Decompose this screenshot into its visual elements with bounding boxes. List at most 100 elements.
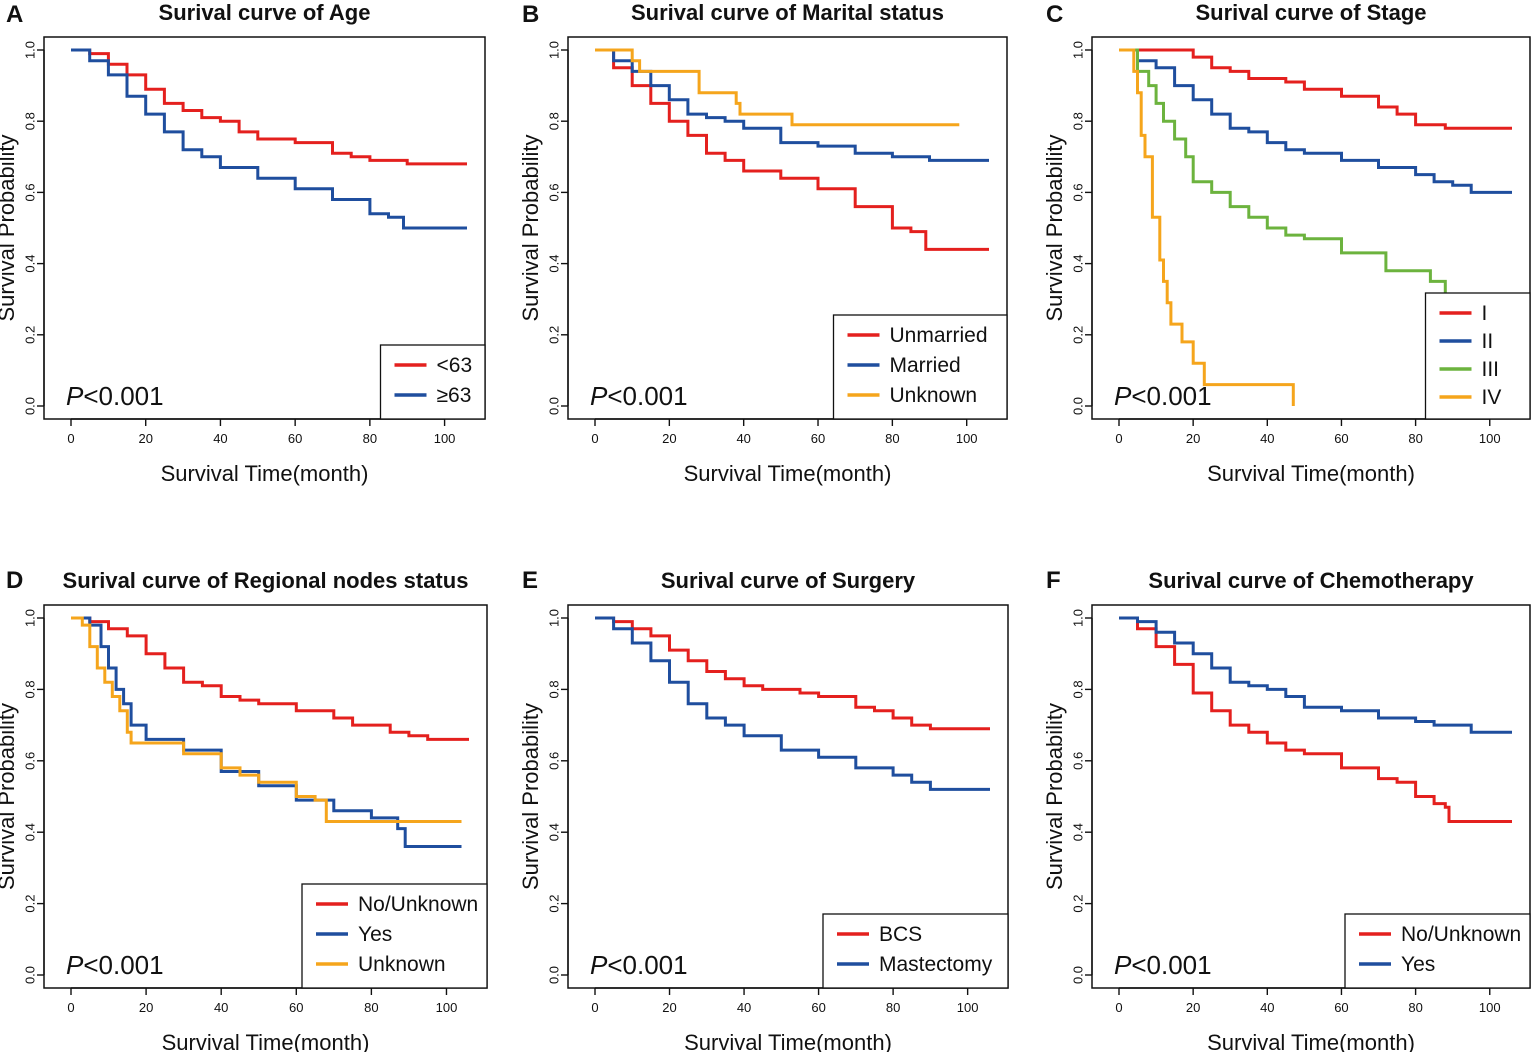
y-tick-label: 0.2 (546, 326, 561, 344)
x-tick-label: 60 (289, 1000, 303, 1015)
panel-letter: D (6, 567, 23, 594)
x-tick-label: 100 (1479, 1000, 1501, 1015)
p-value-label: P<0.001 (590, 381, 688, 411)
panel-d: D Surival curve of Regional nodes status 0… (0, 567, 488, 1052)
legend-label: II (1482, 330, 1494, 353)
legend-label: Unknown (890, 384, 978, 407)
legend-label: Yes (358, 923, 392, 946)
x-tick-label: 60 (811, 1000, 825, 1015)
x-tick-label: 40 (1260, 431, 1274, 446)
x-axis-title: Survival Time(month) (161, 461, 369, 486)
legend-box (379, 344, 486, 420)
y-tick-label: 0.8 (1070, 680, 1085, 698)
x-tick-label: 40 (736, 431, 750, 446)
panel-c: C Surival curve of Stage 0 20 40 60 80 100 0.0 0.… (1042, 0, 1531, 486)
y-tick-label: 1.0 (22, 609, 37, 627)
panel-letter: F (1046, 567, 1061, 594)
x-tick-label: 0 (67, 431, 74, 446)
y-tick-label: 0.4 (1070, 255, 1085, 273)
p-value-label: P<0.001 (590, 950, 688, 980)
panel-a: A Surival curve of Age 0 20 40 60 80 100 0.0 0.2 0… (0, 0, 486, 486)
y-axis-title: Survival Probability (1042, 703, 1067, 890)
x-tick-label: 40 (213, 431, 227, 446)
y-tick-label: 0.0 (22, 397, 37, 415)
y-tick-label: 0.8 (1070, 112, 1085, 130)
chart-title: Surival curve of Surgery (661, 568, 916, 593)
x-tick-label: 80 (364, 1000, 378, 1015)
y-tick-label: 0.6 (22, 752, 37, 770)
x-tick-label: 60 (1334, 1000, 1348, 1015)
y-tick-label: 0.8 (22, 680, 37, 698)
chart-title: Surival curve of Age (159, 0, 371, 25)
x-axis-title: Survival Time(month) (1207, 461, 1415, 486)
x-tick-label: 80 (1408, 431, 1422, 446)
x-tick-label: 60 (1334, 431, 1348, 446)
legend-label: Unknown (358, 953, 446, 976)
x-tick-label: 20 (1186, 1000, 1200, 1015)
x-axis-title: Survival Time(month) (684, 461, 892, 486)
x-tick-label: 20 (662, 1000, 676, 1015)
x-tick-label: 60 (288, 431, 302, 446)
y-tick-label: 0.2 (546, 895, 561, 913)
legend-label: I (1482, 302, 1488, 325)
chart-title: Surival curve of Regional nodes status (63, 568, 469, 593)
p-value-label: P<0.001 (66, 950, 164, 980)
p-value-text: <0.001 (1131, 381, 1211, 411)
y-tick-label: 0.0 (546, 966, 561, 984)
x-tick-label: 20 (662, 431, 676, 446)
p-value-text: <0.001 (607, 381, 687, 411)
x-tick-label: 0 (1115, 1000, 1122, 1015)
y-tick-label: 0.4 (22, 823, 37, 841)
x-tick-label: 80 (885, 431, 899, 446)
y-tick-label: 0.8 (22, 112, 37, 130)
x-tick-label: 20 (138, 431, 152, 446)
legend-box (822, 913, 1009, 989)
panel-letter: C (1046, 1, 1063, 28)
y-tick-label: 0.4 (546, 823, 561, 841)
y-axis-title: Survival Probability (0, 703, 19, 890)
panel-e: E Surival curve of Surgery 0 20 40 60 80 100 0.0… (518, 567, 1009, 1052)
x-tick-label: 60 (811, 431, 825, 446)
panel-letter: E (522, 567, 538, 594)
y-tick-label: 0.4 (22, 255, 37, 273)
chart-title: Surival curve of Marital status (631, 0, 944, 25)
y-tick-label: 0.8 (546, 112, 561, 130)
p-value-label: P<0.001 (1114, 381, 1212, 411)
p-value-symbol: P (1114, 381, 1132, 411)
y-tick-label: 0.6 (546, 752, 561, 770)
y-tick-label: 0.6 (1070, 752, 1085, 770)
x-axis-title: Survival Time(month) (684, 1030, 892, 1052)
x-tick-label: 100 (957, 1000, 979, 1015)
p-value-text: <0.001 (607, 950, 687, 980)
chart-title: Surival curve of Chemotherapy (1148, 568, 1474, 593)
x-tick-label: 80 (1408, 1000, 1422, 1015)
y-tick-label: 0.6 (546, 183, 561, 201)
p-value-symbol: P (66, 381, 84, 411)
p-value-text: <0.001 (83, 381, 163, 411)
y-tick-label: 0.2 (1070, 895, 1085, 913)
survival-curve-no-unknown (71, 616, 469, 741)
panel-letter: B (522, 1, 539, 28)
legend: Unmarried Married Unknown (832, 314, 1008, 420)
y-tick-label: 0.8 (546, 680, 561, 698)
legend: No/Unknown Yes (1344, 913, 1531, 989)
legend-label: No/Unknown (1401, 923, 1521, 946)
legend-label: ≥63 (437, 384, 472, 407)
survival-curve-yes (1119, 616, 1512, 734)
y-tick-label: 0.0 (1070, 966, 1085, 984)
y-tick-label: 1.0 (22, 41, 37, 59)
y-axis-title: Survival Probability (0, 134, 19, 321)
x-axis-title: Survival Time(month) (162, 1030, 370, 1052)
survival-curve-unknown (595, 48, 960, 127)
legend-label: IV (1482, 386, 1502, 409)
legend-box (832, 314, 1008, 420)
y-tick-label: 0.0 (546, 397, 561, 415)
p-value-label: P<0.001 (1114, 950, 1212, 980)
y-tick-label: 1.0 (1070, 41, 1085, 59)
x-tick-label: 0 (1115, 431, 1122, 446)
panel-f: F Surival curve of Chemotherapy 0 20 40 60 80 1… (1042, 567, 1531, 1052)
survival-curve-bcs (595, 616, 990, 731)
survival-curve-ii (1119, 48, 1512, 194)
legend-label: III (1482, 358, 1500, 381)
